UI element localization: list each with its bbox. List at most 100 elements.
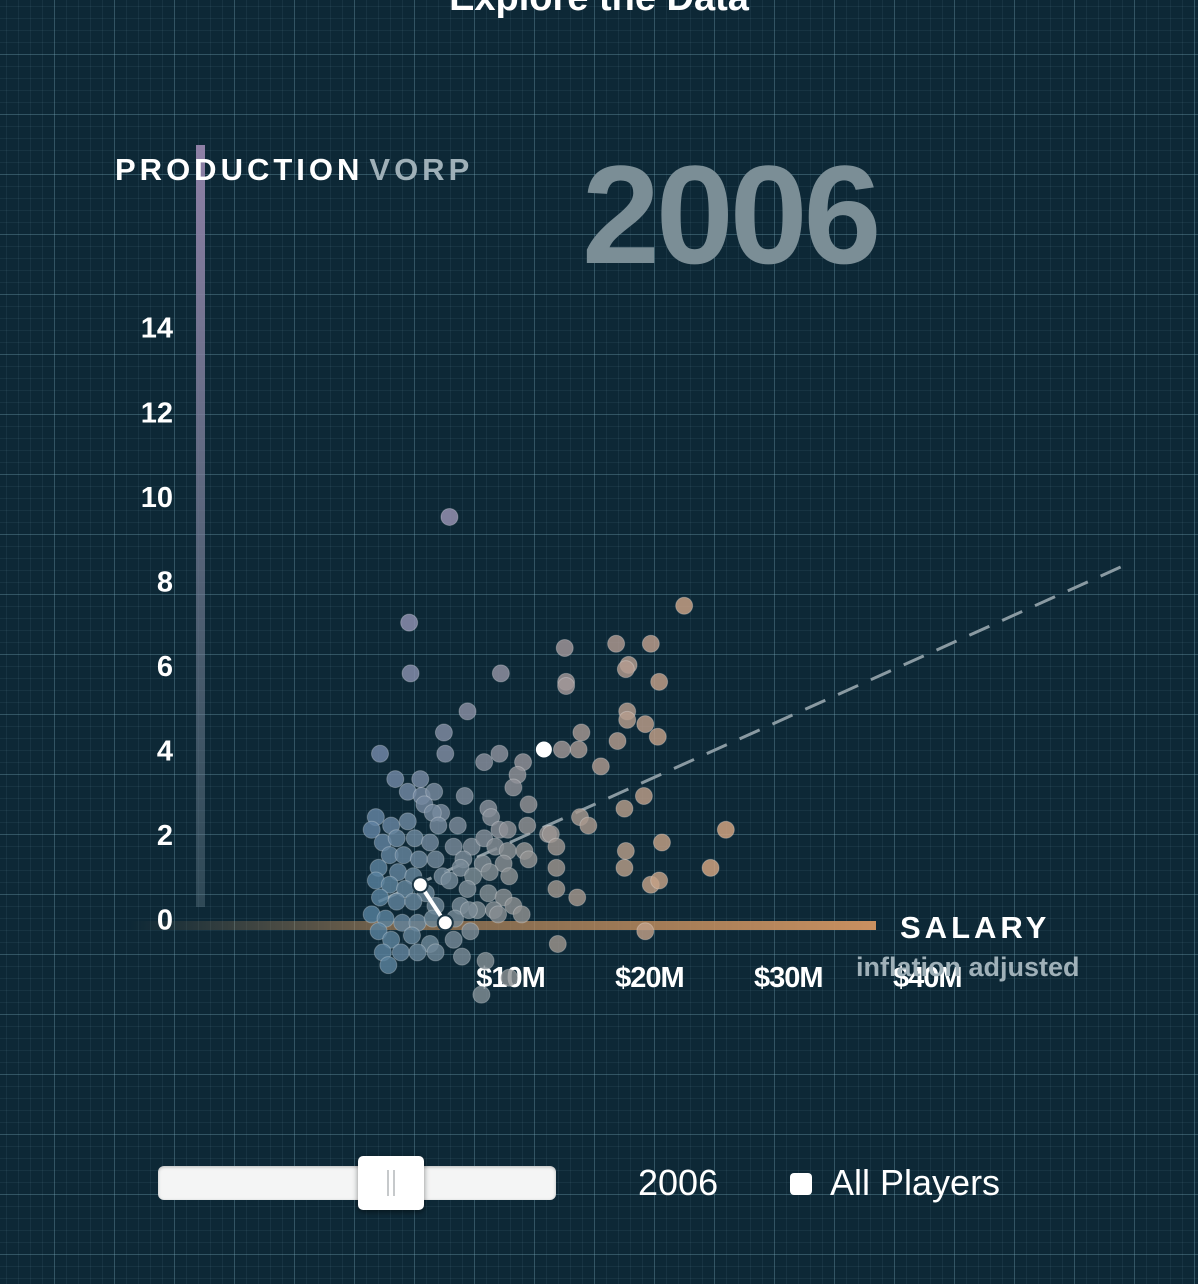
all-players-checkbox[interactable] <box>790 1173 812 1195</box>
data-point <box>448 816 467 835</box>
data-point <box>458 879 477 898</box>
data-point <box>459 901 478 920</box>
data-point <box>547 858 566 877</box>
x-tick-label: $30M <box>754 962 823 994</box>
year-slider[interactable] <box>158 1156 556 1210</box>
data-point <box>426 943 445 962</box>
data-point <box>652 833 671 852</box>
data-point <box>547 879 566 898</box>
data-point <box>387 892 406 911</box>
trend-line <box>377 562 1130 904</box>
data-point <box>504 778 523 797</box>
data-point <box>479 884 498 903</box>
x-axis-ticks: $10M$20M$30M$40M <box>476 962 962 994</box>
data-point <box>391 943 410 962</box>
data-point <box>458 702 477 721</box>
data-point <box>401 664 420 683</box>
data-point <box>616 841 635 860</box>
x-axis-title: SALARY <box>900 910 1051 945</box>
data-point <box>371 888 389 907</box>
data-point <box>490 744 509 763</box>
data-point <box>429 816 448 835</box>
y-tick-label: 6 <box>157 651 173 683</box>
data-point <box>512 905 531 924</box>
highlight-path-point[interactable] <box>436 914 454 932</box>
y-tick-label: 0 <box>157 905 173 937</box>
data-point <box>472 985 491 1004</box>
data-point <box>475 753 494 772</box>
y-axis-bar <box>196 145 205 907</box>
data-point <box>519 795 538 814</box>
all-players-label: All Players <box>830 1162 1001 1203</box>
y-tick-label: 14 <box>141 313 173 345</box>
data-point <box>379 956 398 975</box>
data-point <box>641 634 660 653</box>
data-point <box>382 930 401 949</box>
data-point <box>557 677 576 696</box>
data-point <box>615 858 634 877</box>
data-point <box>569 740 588 759</box>
data-point <box>636 922 655 941</box>
data-point <box>371 744 389 763</box>
data-point <box>426 850 445 869</box>
x-tick-label: $40M <box>893 962 962 994</box>
data-point <box>615 799 634 818</box>
slider-handle[interactable] <box>357 1156 424 1210</box>
x-axis-bar <box>130 921 876 930</box>
data-point <box>434 723 453 742</box>
data-point <box>701 858 720 877</box>
y-tick-label: 12 <box>141 397 173 429</box>
data-point <box>451 858 470 877</box>
data-point <box>500 867 519 886</box>
data-point <box>548 934 567 953</box>
data-point <box>547 837 566 856</box>
data-point <box>650 672 669 691</box>
data-point <box>400 613 419 632</box>
data-point <box>636 715 655 734</box>
data-point <box>552 740 571 759</box>
data-point <box>618 710 637 729</box>
data-point <box>436 744 455 763</box>
data-point <box>452 947 471 966</box>
y-tick-label: 2 <box>157 820 173 852</box>
data-point <box>408 943 427 962</box>
data-point <box>634 786 653 805</box>
data-point <box>555 639 574 658</box>
highlight-layer <box>411 741 552 932</box>
data-point <box>476 951 495 970</box>
y-axis-title: PRODUCTION VORP <box>115 152 473 188</box>
data-point <box>362 820 381 839</box>
data-point <box>409 850 428 869</box>
data-point <box>591 757 610 776</box>
data-point <box>650 871 669 890</box>
data-point <box>444 837 463 856</box>
year-readout: 2006 <box>638 1162 719 1203</box>
y-axis-ticks: 0 2 4 6 8 10 12 14 <box>141 313 173 937</box>
y-tick-label: 4 <box>157 735 173 767</box>
highlighted-player-point[interactable] <box>535 741 552 758</box>
data-point <box>440 507 459 526</box>
data-point <box>398 812 417 831</box>
y-axis-title-main: PRODUCTION <box>115 152 364 187</box>
data-point <box>648 727 667 746</box>
y-tick-label: 10 <box>141 482 173 514</box>
y-axis-title-sub: VORP <box>369 152 474 187</box>
data-point <box>394 846 413 865</box>
data-point <box>579 816 598 835</box>
highlight-path-point[interactable] <box>411 876 429 894</box>
data-point <box>402 926 421 945</box>
y-tick-label: 8 <box>157 566 173 598</box>
data-point <box>572 723 591 742</box>
data-point <box>482 808 501 827</box>
data-point <box>421 833 439 852</box>
data-point <box>519 850 538 869</box>
year-watermark: 2006 <box>582 136 881 293</box>
data-point <box>568 888 587 907</box>
data-point <box>489 905 508 924</box>
x-axis-subtitle: inflation adjusted <box>856 952 1080 982</box>
x-tick-label: $20M <box>615 962 684 994</box>
data-point <box>440 871 459 890</box>
data-point <box>386 770 405 789</box>
page-title: Explore the Data <box>0 0 1198 18</box>
